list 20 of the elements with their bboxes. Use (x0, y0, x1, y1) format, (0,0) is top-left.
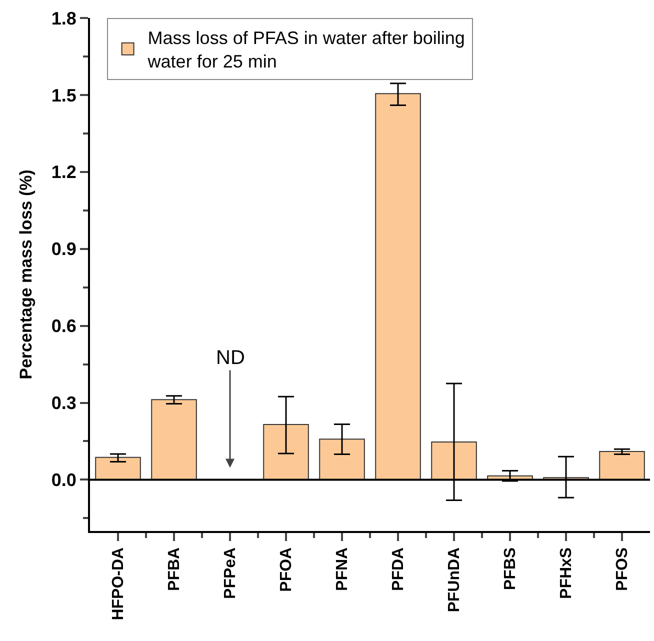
x-tick-label: PFUnDA (446, 546, 464, 612)
legend-label: Mass loss of PFAS in water after boiling water for 25 min (146, 28, 465, 72)
y-tick-label: 0.9 (51, 239, 76, 260)
x-tick-label: PFHxS (558, 547, 576, 599)
x-tick-label: PFNA (334, 546, 352, 591)
x-tick-label: PFPeA (222, 546, 240, 599)
x-tick-label: HFPO-DA (110, 546, 128, 620)
y-tick-label: 0.6 (51, 316, 76, 336)
x-tick-label: PFOS (614, 547, 632, 591)
x-tick-label: PFDA (390, 546, 408, 591)
annotation: ND (216, 347, 245, 369)
y-tick-label: 0.0 (51, 470, 76, 490)
y-tick-label: 0.3 (51, 393, 76, 414)
x-tick-label: PFOA (278, 546, 296, 592)
x-tick-label: PFBA (166, 546, 184, 591)
y-tick-label: 1.8 (51, 8, 76, 28)
y-tick-label: 1.2 (51, 162, 76, 182)
y-tick-label: 1.5 (51, 85, 76, 106)
x-tick-label: PFBS (502, 547, 520, 590)
y-axis-title: Percentage mass loss (%) (16, 170, 36, 380)
